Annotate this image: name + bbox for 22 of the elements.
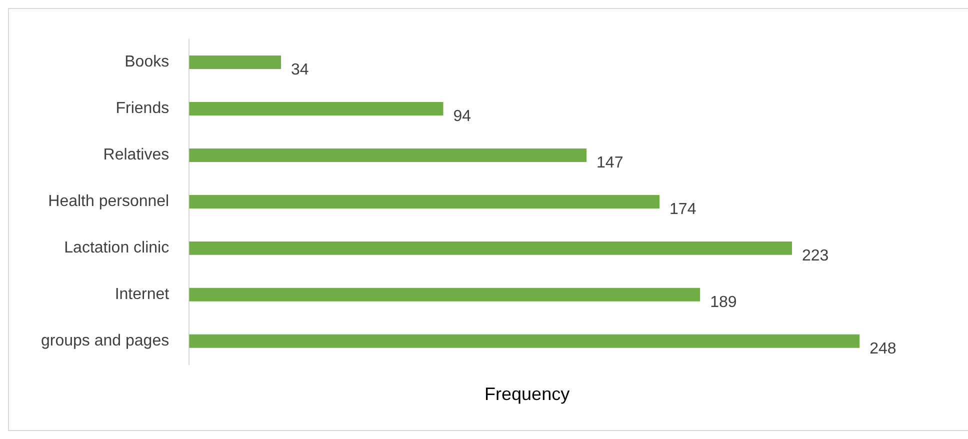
data-label: 174 [670, 201, 696, 218]
data-label: 248 [870, 340, 896, 358]
bar [189, 194, 660, 208]
bar [189, 334, 860, 348]
data-label: 147 [596, 154, 624, 172]
data-label: 34 [291, 62, 309, 79]
bar [189, 56, 282, 69]
bar [189, 102, 444, 116]
data-label: 223 [802, 248, 829, 265]
bar [189, 148, 587, 162]
y-tick-label: Relatives [103, 146, 170, 164]
y-tick-label: groups and pages [40, 332, 170, 350]
bar [189, 241, 792, 255]
y-tick-label: Friends [116, 100, 170, 118]
y-tick-label: Health personnel [48, 193, 170, 210]
data-label: 189 [710, 294, 737, 312]
bar [189, 288, 700, 302]
x-axis-title: Frequency [484, 384, 570, 404]
y-tick-label: Books [124, 54, 170, 71]
y-tick-label: Lactation clinic [64, 240, 170, 257]
data-label: 94 [453, 108, 472, 126]
y-tick-label: Internet [114, 286, 170, 304]
